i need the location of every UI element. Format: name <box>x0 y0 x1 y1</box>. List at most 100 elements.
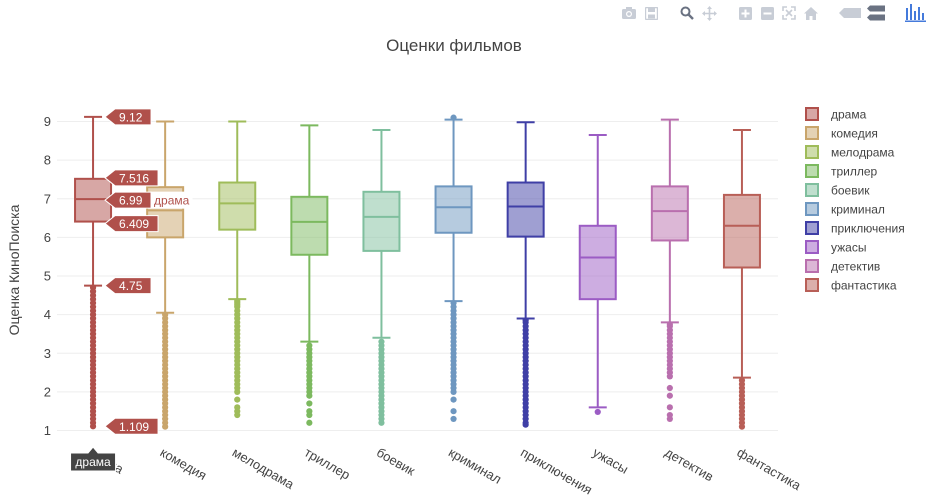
outlier-point <box>738 423 746 430</box>
outlier-point <box>666 392 673 399</box>
legend-label: приключения <box>831 222 905 236</box>
legend-swatch <box>805 202 819 216</box>
box-iqr[interactable] <box>506 181 545 238</box>
legend-swatch <box>805 126 819 140</box>
hover-labels: 9.12 7.516 6.99 драма 6.409 4.75 1.109 драма <box>70 108 193 472</box>
box-iqr[interactable] <box>578 224 617 301</box>
pan-icon[interactable] <box>701 5 717 21</box>
outlier-point <box>594 408 601 416</box>
y-tick-label: 8 <box>44 153 51 168</box>
box-plots[interactable] <box>74 114 761 430</box>
save-icon[interactable] <box>643 5 659 21</box>
box-криминал[interactable] <box>434 114 473 423</box>
x-tick-label: детектив <box>662 445 716 485</box>
x-tick-label: триллер <box>302 445 353 483</box>
hover-x-label-text: драма <box>75 455 111 469</box>
y-tick-label: 5 <box>44 269 51 284</box>
plotly-logo-icon[interactable] <box>905 4 927 22</box>
box-детектив[interactable] <box>650 118 689 423</box>
y-tick-label: 9 <box>44 114 51 129</box>
outlier-point <box>234 411 241 419</box>
hover-label: 4.75 <box>104 277 152 295</box>
legend-item-драма[interactable]: драма <box>805 107 867 122</box>
outlier-point <box>666 373 673 380</box>
outlier-point <box>450 388 457 395</box>
x-tick-label: приключения <box>518 445 595 498</box>
box-iqr[interactable] <box>362 190 401 252</box>
hover-label-text: 1.109 <box>119 420 149 434</box>
hover-trace-name-box <box>150 191 193 209</box>
box-драма[interactable] <box>74 115 113 430</box>
outlier-point <box>450 114 457 121</box>
legend-item-приключения[interactable]: приключения <box>805 221 905 236</box>
hover-label-text: 6.409 <box>119 217 149 231</box>
legend-swatch <box>805 278 819 292</box>
x-tick-label: комедия <box>158 445 210 483</box>
y-tick-label: 4 <box>44 307 51 322</box>
hover-label: 7.516 <box>104 169 159 187</box>
box-боевик[interactable] <box>362 128 401 426</box>
x-axis-ticks: драмакомедиямелодраматриллербоевиккримин… <box>86 445 805 498</box>
hover-compare-icon[interactable] <box>867 5 885 21</box>
hover-label-text: 6.99 <box>119 194 143 208</box>
home-icon[interactable] <box>803 5 819 21</box>
zoom-icon[interactable] <box>679 5 695 21</box>
legend-swatch <box>805 221 819 235</box>
box-iqr[interactable] <box>290 195 329 256</box>
x-tick-label: боевик <box>374 445 418 479</box>
y-axis-label: Оценка КиноПоиска <box>6 204 22 335</box>
legend-item-боевик[interactable]: боевик <box>805 183 870 198</box>
hover-trace-name: драма <box>154 194 190 208</box>
legend-item-детектив[interactable]: детектив <box>805 259 880 274</box>
legend-label: криминал <box>831 203 885 217</box>
box-iqr[interactable] <box>650 185 689 242</box>
legend[interactable]: драма комедия мелодрама триллер боевик кримин… <box>805 107 905 293</box>
box-фантастика[interactable] <box>722 128 761 430</box>
legend-swatch <box>805 183 819 197</box>
legend-swatch <box>805 164 819 178</box>
box-iqr[interactable] <box>434 185 473 234</box>
outlier-point <box>234 396 241 403</box>
x-tick-label: криминал <box>446 445 504 487</box>
legend-item-мелодрама[interactable]: мелодрама <box>805 145 895 160</box>
hover-label-text: 4.75 <box>119 279 143 293</box>
x-tick-label: фантастика <box>734 445 804 494</box>
zoom-out-icon[interactable] <box>759 5 775 21</box>
y-tick-label: 2 <box>44 384 51 399</box>
chart-title: Оценки фильмов <box>386 36 522 55</box>
outlier-point <box>378 419 385 426</box>
legend-item-криминал[interactable]: криминал <box>805 202 885 217</box>
outlier-point <box>666 415 673 423</box>
box-iqr[interactable] <box>722 193 761 269</box>
y-tick-label: 7 <box>44 191 51 206</box>
box-триллер[interactable] <box>290 124 329 426</box>
outlier-point <box>306 392 313 399</box>
legend-label: ужасы <box>831 241 866 255</box>
legend-item-комедия[interactable]: комедия <box>805 126 878 141</box>
box-мелодрама[interactable] <box>218 120 257 419</box>
outlier-point <box>89 423 97 430</box>
autoscale-icon[interactable] <box>781 5 797 21</box>
box-приключения[interactable] <box>506 121 545 428</box>
legend-swatch <box>805 240 819 254</box>
hover-x-label-box <box>70 446 117 472</box>
box-ужасы[interactable] <box>578 134 617 416</box>
legend-label: драма <box>831 108 867 122</box>
outlier-point <box>450 415 457 423</box>
legend-item-ужасы[interactable]: ужасы <box>805 240 866 255</box>
zoom-in-icon[interactable] <box>737 5 753 21</box>
legend-item-фантастика[interactable]: фантастика <box>805 278 897 293</box>
outlier-point <box>234 388 241 395</box>
legend-label: комедия <box>831 127 878 141</box>
hover-label: 6.99 драма <box>104 191 193 209</box>
outlier-point <box>162 423 169 430</box>
legend-item-триллер[interactable]: триллер <box>805 164 878 179</box>
legend-swatch <box>805 107 819 121</box>
outlier-point <box>666 404 673 411</box>
camera-icon[interactable] <box>621 5 637 21</box>
y-tick-label: 1 <box>44 423 51 438</box>
hover-label-text: 7.516 <box>119 171 149 185</box>
hover-label-box <box>104 108 152 126</box>
hover-closest-icon[interactable] <box>839 5 861 21</box>
box-iqr[interactable] <box>218 181 257 231</box>
